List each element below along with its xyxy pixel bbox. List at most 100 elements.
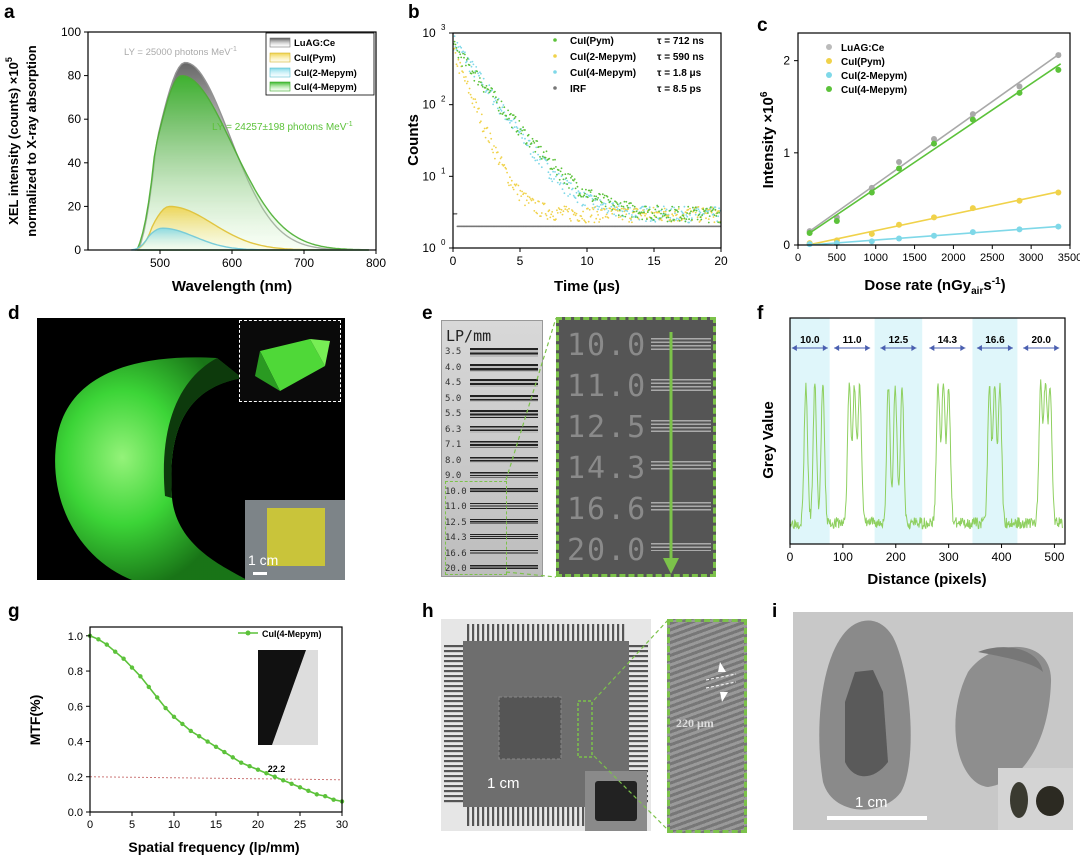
point-b-pym: [664, 213, 667, 216]
point-b-4mepym: [662, 205, 665, 208]
point-b-4mepym: [526, 144, 529, 147]
point-b-2mepym: [588, 208, 591, 211]
zoom-lp-label: 14.3: [567, 451, 648, 486]
lp-bars: [470, 410, 538, 418]
point-b-pym: [594, 197, 597, 200]
point-b-pym: [577, 194, 580, 197]
scale-label-h: 1 cm: [487, 775, 520, 792]
point-b-pym: [712, 208, 715, 210]
point-b-pym: [648, 208, 651, 211]
lp-bars: [470, 456, 538, 464]
lp-bars: [470, 487, 538, 494]
point-b-4mepym: [613, 213, 615, 216]
point-b-irf: [455, 212, 458, 215]
point-b-2mepym: [671, 213, 674, 216]
xtick-label-g: 5: [129, 819, 135, 831]
point-b-pym: [686, 212, 689, 215]
point-b-4mepym: [472, 63, 475, 66]
xtick-label-g: 0: [87, 819, 93, 831]
point-b-pym: [713, 214, 716, 217]
lp-bars: [470, 503, 538, 509]
point-b-2mepym: [557, 207, 560, 209]
area-4mepym: [136, 74, 369, 251]
xtick-label-b: 20: [714, 254, 728, 268]
point-b-2mepym: [487, 140, 490, 142]
point-b-4mepym: [610, 205, 613, 208]
point-c-luag: [1016, 83, 1023, 90]
point-b-pym: [525, 142, 528, 144]
legend-a: LuAG:Ce CuI(Pym) CuI(2-Mepym) CuI(4-Mepy…: [265, 32, 375, 96]
point-b-4mepym: [605, 207, 608, 210]
zoom-box-small: [445, 481, 507, 575]
point-b-pym: [670, 220, 673, 223]
point-b-2mepym: [583, 219, 585, 222]
point-c-luag: [969, 111, 976, 118]
point-b-pym: [518, 120, 521, 122]
point-b-2mepym: [563, 205, 566, 208]
legend-marker-c-pym: [826, 58, 832, 64]
ytick-label-g: 0.8: [68, 666, 83, 678]
point-b-pym: [557, 169, 560, 172]
point-b-pym: [471, 70, 474, 73]
point-b-pym: [631, 216, 633, 218]
point-b-2mepym: [472, 98, 475, 100]
point-b-pym: [600, 200, 602, 203]
mtf-point: [247, 763, 252, 769]
legend-b: CuI(Pym) τ = 712 ns CuI(2-Mepym) τ = 590…: [553, 36, 704, 95]
point-b-2mepym: [514, 184, 517, 187]
point-b-pym: [555, 166, 557, 168]
point-b-4mepym: [531, 156, 534, 158]
mtf-point: [314, 792, 319, 797]
point-b-2mepym: [601, 209, 603, 211]
point-b-2mepym: [630, 218, 632, 220]
point-b-4mepym: [500, 110, 503, 112]
mtf-point: [306, 788, 311, 794]
point-b-2mepym: [598, 221, 600, 223]
point-b-2mepym: [480, 120, 482, 123]
point-b-2mepym: [676, 213, 678, 216]
point-b-4mepym: [499, 108, 502, 111]
point-b-pym: [652, 218, 655, 221]
point-b-4mepym: [460, 46, 463, 49]
point-b-pym: [700, 218, 703, 221]
point-b-pym: [661, 208, 663, 211]
point-b-4mepym: [699, 211, 702, 214]
point-b-pym: [536, 140, 539, 143]
point-b-pym: [616, 203, 619, 206]
point-b-pym: [474, 72, 477, 74]
mtf-point: [197, 734, 202, 739]
point-b-2mepym: [498, 161, 501, 164]
point-b-pym: [655, 216, 658, 219]
ylabel-b: Counts: [405, 114, 422, 166]
arrow-left-icon: [929, 345, 935, 351]
mtf-point: [222, 749, 227, 755]
legend-label-pym: CuI(Pym): [294, 53, 336, 64]
point-b-pym: [617, 214, 620, 217]
point-b-2mepym: [495, 146, 497, 149]
panel-label-h: h: [422, 601, 434, 622]
lp-label: 6.3: [445, 424, 462, 435]
point-b-2mepym: [667, 214, 670, 217]
point-b-2mepym: [507, 181, 509, 184]
annotation-g: 22.2: [268, 764, 286, 774]
point-b-2mepym: [564, 208, 567, 211]
point-b-4mepym: [646, 208, 648, 210]
point-b-pym: [632, 210, 635, 213]
point-b-pym: [592, 199, 595, 201]
lp-label: 11.0: [445, 502, 467, 512]
legend-swatch-4mepym: [269, 81, 291, 92]
point-b-pym: [616, 202, 618, 204]
point-b-2mepym: [572, 213, 575, 216]
point-b-pym: [657, 205, 660, 208]
legend-swatch-2mepym: [269, 67, 291, 78]
point-b-2mepym: [707, 218, 710, 221]
zoom-lp-bars: [651, 420, 711, 432]
point-b-2mepym: [508, 184, 510, 187]
point-b-pym: [641, 218, 644, 221]
zoom-lp-bars: [651, 461, 711, 472]
legend-label-2mepym: CuI(2-Mepym): [294, 68, 357, 79]
measure-arrows-icon: [705, 662, 737, 702]
point-b-pym: [611, 208, 614, 211]
mtf-point: [255, 767, 261, 772]
point-b-2mepym: [550, 213, 553, 216]
